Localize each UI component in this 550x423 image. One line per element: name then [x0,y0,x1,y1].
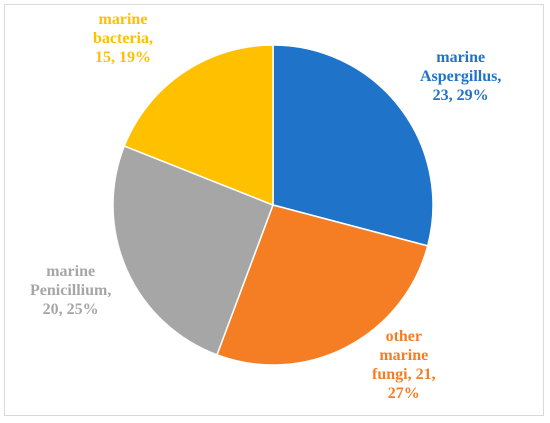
pie-slice-marine-penicillium [112,145,274,356]
pie-slice-marine-bacteria [123,44,274,207]
pie-slice-other-marine-fungi [215,204,429,366]
pie-slice-marine-aspergillus [272,44,434,247]
label-marine-aspergillus: marine Aspergillus, 23, 29% [420,49,502,104]
label-other-marine-fungi: other marine fungi, 21, 27% [372,328,436,402]
label-marine-penicillium: marine Penicillium, 20, 25% [30,263,112,318]
label-marine-bacteria: marine bacteria, 15, 19% [93,11,153,66]
